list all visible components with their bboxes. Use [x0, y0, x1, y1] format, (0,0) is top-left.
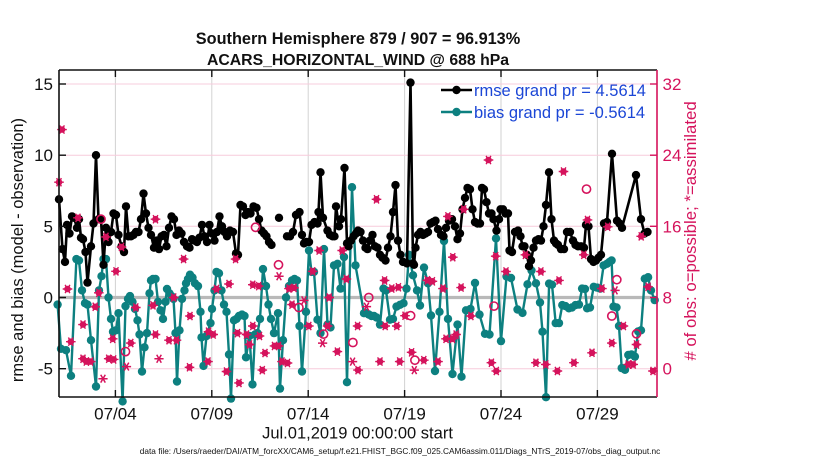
svg-text:07/14: 07/14: [287, 405, 330, 424]
svg-text:data file: /Users/raeder/DAI/A: data file: /Users/raeder/DAI/ATM_forcXX/…: [140, 446, 661, 456]
svg-text:16: 16: [663, 217, 682, 236]
svg-text:-5: -5: [38, 360, 53, 379]
svg-text:07/09: 07/09: [191, 405, 234, 424]
svg-text:07/29: 07/29: [576, 405, 619, 424]
svg-text:15: 15: [34, 75, 53, 94]
svg-text:5: 5: [44, 217, 53, 236]
svg-text:07/24: 07/24: [480, 405, 523, 424]
svg-text:07/19: 07/19: [383, 405, 426, 424]
svg-text:Southern Hemisphere 879 / 907: Southern Hemisphere 879 / 907 = 96.913%: [196, 30, 521, 48]
svg-text:8: 8: [663, 289, 672, 308]
svg-text:Jul.01,2019 00:00:00 start: Jul.01,2019 00:00:00 start: [262, 425, 453, 443]
svg-text:0: 0: [44, 289, 53, 308]
svg-text:24: 24: [663, 146, 682, 165]
svg-text:10: 10: [34, 146, 53, 165]
svg-text:bias grand pr = -0.5614: bias grand pr = -0.5614: [474, 104, 645, 122]
svg-text:# of obs: o=possible; *=assimi: # of obs: o=possible; *=assimilated: [681, 101, 700, 360]
svg-text:rmse grand pr = 4.5614: rmse grand pr = 4.5614: [474, 82, 646, 100]
svg-text:0: 0: [663, 360, 672, 379]
svg-text:32: 32: [663, 75, 682, 94]
svg-text:ACARS_HORIZONTAL_WIND @ 688 hP: ACARS_HORIZONTAL_WIND @ 688 hPa: [207, 52, 509, 69]
svg-text:rmse and bias (model - observa: rmse and bias (model - observation): [9, 118, 27, 382]
svg-text:07/04: 07/04: [94, 405, 137, 424]
